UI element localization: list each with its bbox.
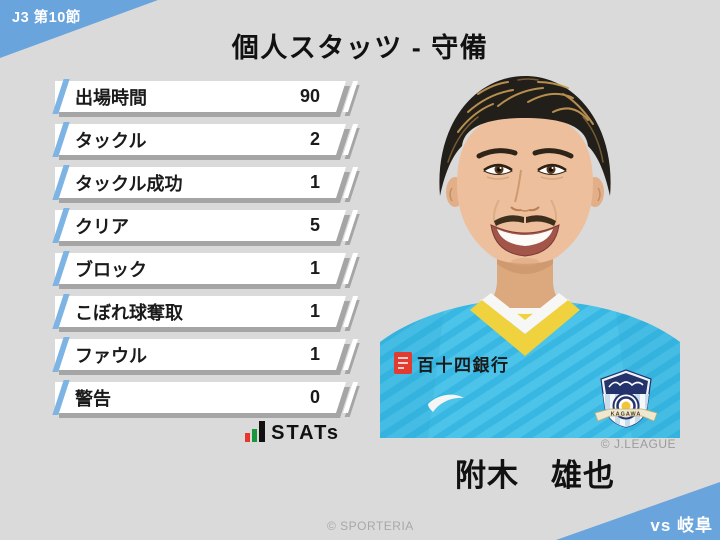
- row-box: ファウル 1: [55, 339, 346, 370]
- stat-value: 2: [309, 129, 320, 149]
- row-box: クリア 5: [55, 210, 346, 241]
- stat-value: 1: [309, 301, 320, 321]
- page-title: 個人スタッツ - 守備: [231, 33, 489, 63]
- bar-chart-icon: [245, 421, 266, 443]
- stat-value: 1: [309, 344, 320, 364]
- row-box: ブロック 1: [55, 253, 346, 284]
- stat-value: 0: [309, 387, 320, 407]
- stat-row: ブロック 1: [52, 251, 359, 284]
- stats-logo-text: STATs: [271, 422, 340, 444]
- stat-value: 1: [309, 172, 320, 192]
- row-box: こぼれ球奪取 1: [55, 296, 346, 327]
- club-crest: KAGAWA: [594, 369, 658, 428]
- stat-label: 警告: [75, 388, 111, 409]
- stat-row: タックル成功 1: [52, 165, 359, 198]
- stat-value: 5: [309, 215, 320, 235]
- sponsor-text: 百十四銀行: [417, 355, 510, 375]
- stat-row: クリア 5: [52, 208, 359, 241]
- stat-label: クリア: [75, 216, 129, 237]
- row-box: 出場時間 90: [55, 81, 346, 112]
- stat-label: タックル成功: [75, 173, 183, 194]
- sporteria-credit: © SPORTERIA: [327, 519, 414, 533]
- stat-row: 警告 0: [52, 380, 359, 413]
- photo-credit: © J.LEAGUE: [600, 437, 676, 451]
- opponent-label: vs 岐阜: [650, 516, 713, 535]
- stat-row: ファウル 1: [52, 337, 359, 370]
- stat-row: 出場時間 90: [52, 79, 359, 112]
- stat-label: こぼれ球奪取: [75, 302, 183, 323]
- jersey-sponsor: 百十四銀行: [394, 352, 510, 375]
- player-head: [439, 76, 611, 266]
- stats-brand-logo: STATs: [55, 421, 340, 443]
- stats-list: 出場時間 90 タックル 2 タックル成功 1: [52, 79, 359, 425]
- row-box: タックル成功 1: [55, 167, 346, 198]
- row-box: 警告 0: [55, 382, 346, 413]
- player-photo: 百十四銀行: [378, 72, 682, 438]
- collar: [470, 300, 580, 356]
- player-name: 附木 雄也: [455, 458, 615, 493]
- row-box: タックル 2: [55, 124, 346, 155]
- round-badge: J3 第10節: [12, 10, 81, 26]
- brand-swoosh-icon: [428, 394, 464, 412]
- stat-label: ファウル: [75, 345, 147, 366]
- stat-row: こぼれ球奪取 1: [52, 294, 359, 327]
- stat-label: ブロック: [75, 259, 147, 280]
- stat-row: タックル 2: [52, 122, 359, 155]
- crest-text: KAGAWA: [611, 412, 642, 418]
- stat-label: タックル: [75, 130, 147, 151]
- stat-value: 90: [299, 86, 320, 106]
- stat-value: 1: [309, 258, 320, 278]
- stat-label: 出場時間: [75, 87, 147, 108]
